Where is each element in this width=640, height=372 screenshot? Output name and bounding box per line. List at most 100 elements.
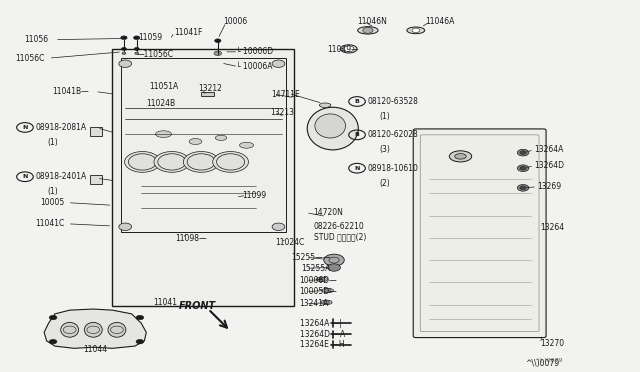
- Text: 10005: 10005: [40, 198, 65, 207]
- Circle shape: [135, 52, 139, 54]
- Ellipse shape: [316, 277, 328, 282]
- Circle shape: [122, 47, 127, 50]
- Circle shape: [272, 60, 285, 67]
- Text: 11041C: 11041C: [35, 219, 65, 228]
- Ellipse shape: [449, 151, 472, 162]
- Text: 08918-10610: 08918-10610: [368, 164, 419, 173]
- Ellipse shape: [307, 107, 358, 150]
- Ellipse shape: [239, 142, 253, 148]
- Text: (2): (2): [380, 179, 390, 187]
- Circle shape: [214, 39, 221, 42]
- Text: 11099: 11099: [242, 191, 266, 200]
- Text: 13264D —A: 13264D —A: [300, 330, 345, 339]
- Ellipse shape: [61, 323, 79, 337]
- Ellipse shape: [340, 45, 357, 53]
- Text: 11024B: 11024B: [147, 99, 175, 108]
- Circle shape: [136, 315, 144, 320]
- Text: N: N: [22, 174, 28, 179]
- Circle shape: [272, 223, 285, 231]
- Ellipse shape: [315, 114, 346, 138]
- Circle shape: [122, 52, 126, 54]
- Circle shape: [49, 315, 57, 320]
- Text: 10006D—: 10006D—: [300, 276, 337, 285]
- Text: 15255A: 15255A: [301, 264, 330, 273]
- Text: 13213: 13213: [270, 108, 294, 117]
- Text: ^\ )0079: ^\ )0079: [535, 358, 563, 363]
- Circle shape: [119, 60, 132, 67]
- Text: 11041: 11041: [154, 298, 177, 307]
- Text: 13269: 13269: [537, 182, 561, 191]
- Circle shape: [154, 151, 189, 172]
- Circle shape: [520, 186, 526, 190]
- Text: 08918-2081A: 08918-2081A: [36, 123, 87, 132]
- Ellipse shape: [455, 154, 467, 159]
- Text: 13264A —|: 13264A —|: [300, 319, 342, 328]
- Text: 11051A: 11051A: [150, 82, 179, 91]
- Ellipse shape: [84, 323, 102, 337]
- Circle shape: [134, 36, 140, 39]
- Ellipse shape: [189, 138, 202, 144]
- Circle shape: [121, 36, 127, 39]
- Circle shape: [323, 301, 330, 304]
- Text: 13264A: 13264A: [534, 145, 563, 154]
- Text: 10006: 10006: [223, 17, 247, 26]
- Text: (1): (1): [47, 138, 58, 147]
- Text: —11056C: —11056C: [137, 50, 173, 59]
- Text: 13212: 13212: [198, 84, 223, 93]
- Circle shape: [324, 289, 331, 292]
- Circle shape: [517, 185, 529, 191]
- Circle shape: [344, 46, 354, 52]
- Text: 11041B—: 11041B—: [52, 87, 89, 96]
- Text: 14711E: 14711E: [271, 90, 300, 99]
- Text: 11049—: 11049—: [328, 45, 360, 54]
- Text: 13264D: 13264D: [534, 161, 564, 170]
- Bar: [90, 175, 102, 184]
- Circle shape: [319, 278, 325, 281]
- Text: 11059: 11059: [138, 33, 162, 42]
- Circle shape: [324, 254, 344, 266]
- Text: 15255——: 15255——: [291, 253, 331, 262]
- Ellipse shape: [321, 300, 332, 305]
- Text: N: N: [355, 166, 360, 171]
- Text: 13264E —H: 13264E —H: [300, 340, 344, 349]
- FancyBboxPatch shape: [413, 129, 546, 337]
- Ellipse shape: [215, 135, 227, 140]
- Text: 11046N: 11046N: [357, 17, 387, 26]
- Text: 14720N: 14720N: [314, 208, 344, 217]
- Ellipse shape: [156, 131, 172, 137]
- Circle shape: [125, 151, 161, 172]
- Polygon shape: [44, 309, 147, 348]
- Text: (1): (1): [47, 187, 58, 196]
- Ellipse shape: [108, 323, 126, 337]
- Circle shape: [363, 28, 373, 33]
- Text: 11041F: 11041F: [174, 28, 203, 37]
- Bar: [121, 58, 285, 232]
- Text: B: B: [355, 99, 360, 104]
- Ellipse shape: [322, 288, 333, 293]
- Text: 11044: 11044: [83, 345, 108, 354]
- Text: B: B: [355, 132, 360, 137]
- Text: (1): (1): [380, 112, 390, 121]
- Bar: [90, 127, 102, 136]
- Circle shape: [520, 166, 526, 170]
- Circle shape: [517, 149, 529, 156]
- Text: 11046A: 11046A: [426, 17, 455, 26]
- Text: └ 10006D: └ 10006D: [236, 47, 273, 56]
- Circle shape: [520, 151, 526, 154]
- Text: 11098—: 11098—: [175, 234, 207, 243]
- Text: 08226-62210: 08226-62210: [314, 221, 364, 231]
- Bar: [113, 49, 294, 307]
- Text: (3): (3): [380, 145, 390, 154]
- Circle shape: [134, 47, 140, 50]
- Ellipse shape: [319, 103, 331, 108]
- Circle shape: [183, 151, 219, 172]
- Circle shape: [412, 28, 420, 33]
- Text: N: N: [22, 125, 28, 130]
- Ellipse shape: [358, 27, 378, 34]
- Text: 11056C: 11056C: [15, 54, 44, 62]
- Text: 13264: 13264: [540, 223, 564, 232]
- Text: FRONT: FRONT: [179, 301, 216, 311]
- Circle shape: [119, 223, 132, 231]
- Circle shape: [49, 339, 57, 344]
- Text: 13270: 13270: [540, 339, 564, 348]
